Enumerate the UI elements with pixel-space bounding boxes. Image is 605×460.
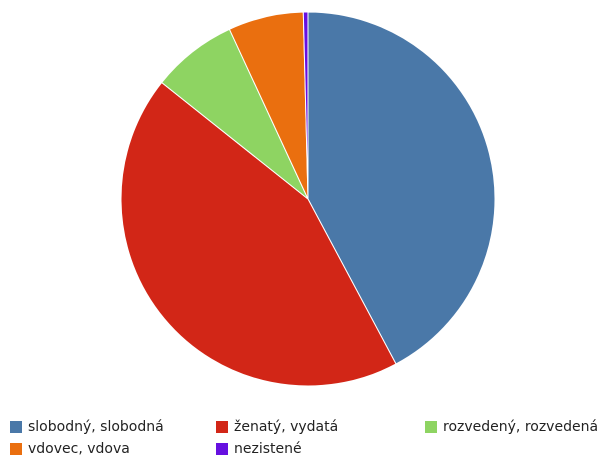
legend-item-rozvedeny: rozvedený, rozvedená bbox=[425, 418, 598, 436]
pie-slice-nezistene bbox=[302, 11, 309, 200]
legend-item-zenaty: ženatý, vydatá bbox=[216, 418, 338, 436]
pie-chart bbox=[120, 11, 496, 387]
pie-slices bbox=[120, 11, 496, 387]
legend-label-zenaty: ženatý, vydatá bbox=[234, 419, 339, 435]
pie-slice-zenaty bbox=[120, 81, 397, 387]
legend-label-rozvedeny: rozvedený, rozvedená bbox=[443, 419, 599, 435]
legend-item-vdovec: vdovec, vdova bbox=[10, 440, 130, 458]
legend-label-nezistene: nezistené bbox=[234, 441, 302, 457]
legend-swatch-slobodny bbox=[10, 421, 22, 433]
legend-swatch-rozvedeny bbox=[425, 421, 437, 433]
legend-swatch-zenaty bbox=[216, 421, 228, 433]
legend-item-nezistene: nezistené bbox=[216, 440, 302, 458]
legend: slobodný, slobodná ženatý, vydatá rozved… bbox=[0, 418, 605, 460]
legend-label-vdovec: vdovec, vdova bbox=[28, 441, 130, 457]
legend-swatch-nezistene bbox=[216, 443, 228, 455]
pie-slice-slobodny bbox=[307, 11, 496, 365]
legend-label-slobodny: slobodný, slobodná bbox=[28, 419, 164, 435]
legend-swatch-vdovec bbox=[10, 443, 22, 455]
legend-item-slobodny: slobodný, slobodná bbox=[10, 418, 164, 436]
